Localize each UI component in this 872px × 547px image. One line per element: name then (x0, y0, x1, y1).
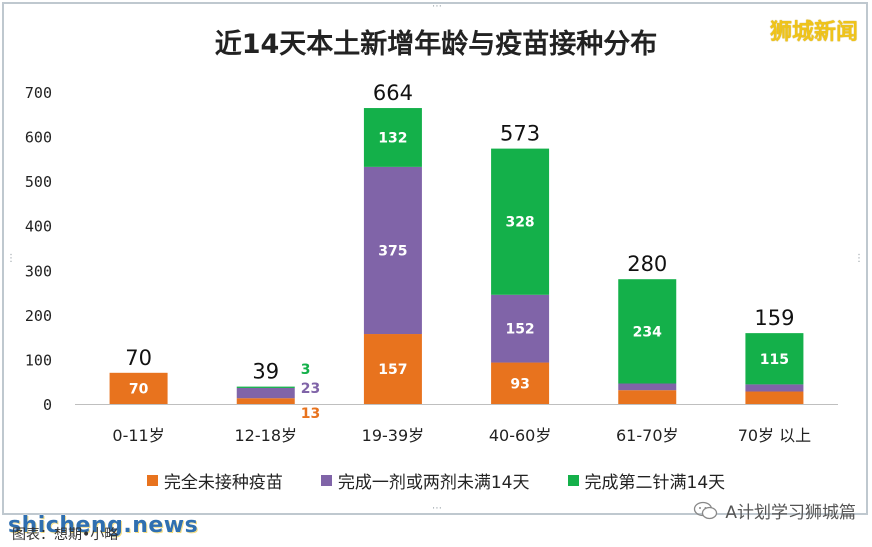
bar-segment-partial (236, 387, 295, 399)
x-tick-label: 40-60岁 (489, 426, 552, 445)
y-tick-label: 200 (25, 307, 52, 325)
data-label: 234 (633, 324, 662, 340)
total-label: 39 (252, 360, 279, 384)
bar-segment-full (363, 108, 422, 167)
resize-handle-left[interactable]: ⋮ (6, 253, 16, 264)
legend-item-unvaccinated: 完全未接种疫苗 (146, 468, 283, 493)
x-tick-label: 12-18岁 (235, 426, 298, 445)
account-badge: A计划学习狮城篇 (693, 498, 856, 523)
y-tick-label: 100 (25, 351, 52, 369)
site-watermark: shicheng.news (8, 513, 199, 538)
chart-title: 近14天本土新增年龄与疫苗接种分布 (214, 29, 658, 60)
bar-segment-unvaccinated (745, 391, 804, 404)
data-label: 375 (378, 243, 407, 259)
chart-frame: ⋮ ⋮ ⋯ ⋯ (2, 2, 868, 515)
y-tick-label: 600 (25, 129, 52, 147)
bar-segment-unvaccinated (618, 390, 677, 404)
x-tick-label: 0-11岁 (112, 426, 164, 445)
bar-segment-unvaccinated (236, 398, 295, 404)
bar-segment-partial (618, 383, 677, 391)
legend-item-full: 完成第二针满14天 (567, 468, 726, 493)
bar-segment-unvaccinated (109, 372, 168, 404)
resize-handle-bottom[interactable]: ⋯ (432, 503, 442, 514)
bar-segment-partial (745, 384, 804, 392)
bar-segment-partial (363, 166, 422, 335)
chart-legend: 完全未接种疫苗 完成一剂或两剂未满14天 完成第二针满14天 (0, 468, 872, 493)
x-tick-label: 19-39岁 (362, 426, 425, 445)
legend-swatch-partial (320, 475, 332, 486)
legend-label-full: 完成第二针满14天 (584, 473, 726, 493)
bar-segment-full (491, 148, 550, 295)
bar-segment-partial (491, 294, 550, 363)
legend-swatch-unvaccinated (146, 475, 158, 486)
data-label: 152 (505, 322, 534, 338)
wechat-icon (694, 501, 718, 519)
data-label: 328 (505, 215, 534, 231)
y-tick-label: 300 (25, 262, 52, 280)
y-tick-label: 700 (25, 84, 52, 102)
total-label: 664 (373, 81, 413, 105)
data-label: 132 (378, 130, 407, 146)
y-tick-label: 500 (25, 173, 52, 191)
data-label: 115 (760, 352, 789, 368)
data-label: 157 (378, 362, 407, 378)
brand-logo-text: 狮城新闻 (769, 20, 858, 45)
y-tick-label: 400 (25, 218, 52, 236)
bar-segment-unvaccinated (491, 362, 550, 404)
x-tick-label: 70岁 以上 (738, 426, 811, 445)
legend-label-unvaccinated: 完全未接种疫苗 (163, 473, 283, 493)
resize-handle-right[interactable]: ⋮ (854, 253, 864, 264)
data-label: 93 (510, 376, 529, 392)
legend-item-partial: 完成一剂或两剂未满14天 (320, 468, 530, 493)
data-label: 3 (301, 362, 311, 378)
legend-label-partial: 完成一剂或两剂未满14天 (337, 473, 530, 493)
total-label: 70 (125, 346, 152, 370)
account-name: A计划学习狮城篇 (725, 503, 856, 523)
legend-swatch-full (567, 475, 579, 486)
total-label: 573 (500, 122, 540, 146)
data-label: 13 (301, 406, 320, 422)
bar-segment-unvaccinated (363, 334, 422, 404)
y-tick-label: 0 (43, 396, 52, 414)
x-tick-label: 61-70岁 (616, 426, 679, 445)
data-label: 70 (129, 381, 149, 397)
resize-handle-top[interactable]: ⋯ (432, 1, 442, 12)
bar-segment-full (745, 333, 804, 385)
total-label: 159 (754, 306, 794, 330)
data-label: 23 (301, 381, 320, 397)
bar-segment-full (618, 279, 677, 384)
source-caption: 图表：想期•小略 (12, 527, 119, 543)
bar-segment-full (236, 386, 295, 388)
total-label: 280 (627, 252, 667, 276)
